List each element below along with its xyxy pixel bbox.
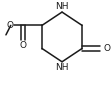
Text: O: O bbox=[6, 21, 13, 30]
Text: O: O bbox=[20, 41, 27, 50]
Text: O: O bbox=[103, 44, 110, 53]
Text: NH: NH bbox=[55, 2, 69, 11]
Text: NH: NH bbox=[55, 63, 69, 72]
